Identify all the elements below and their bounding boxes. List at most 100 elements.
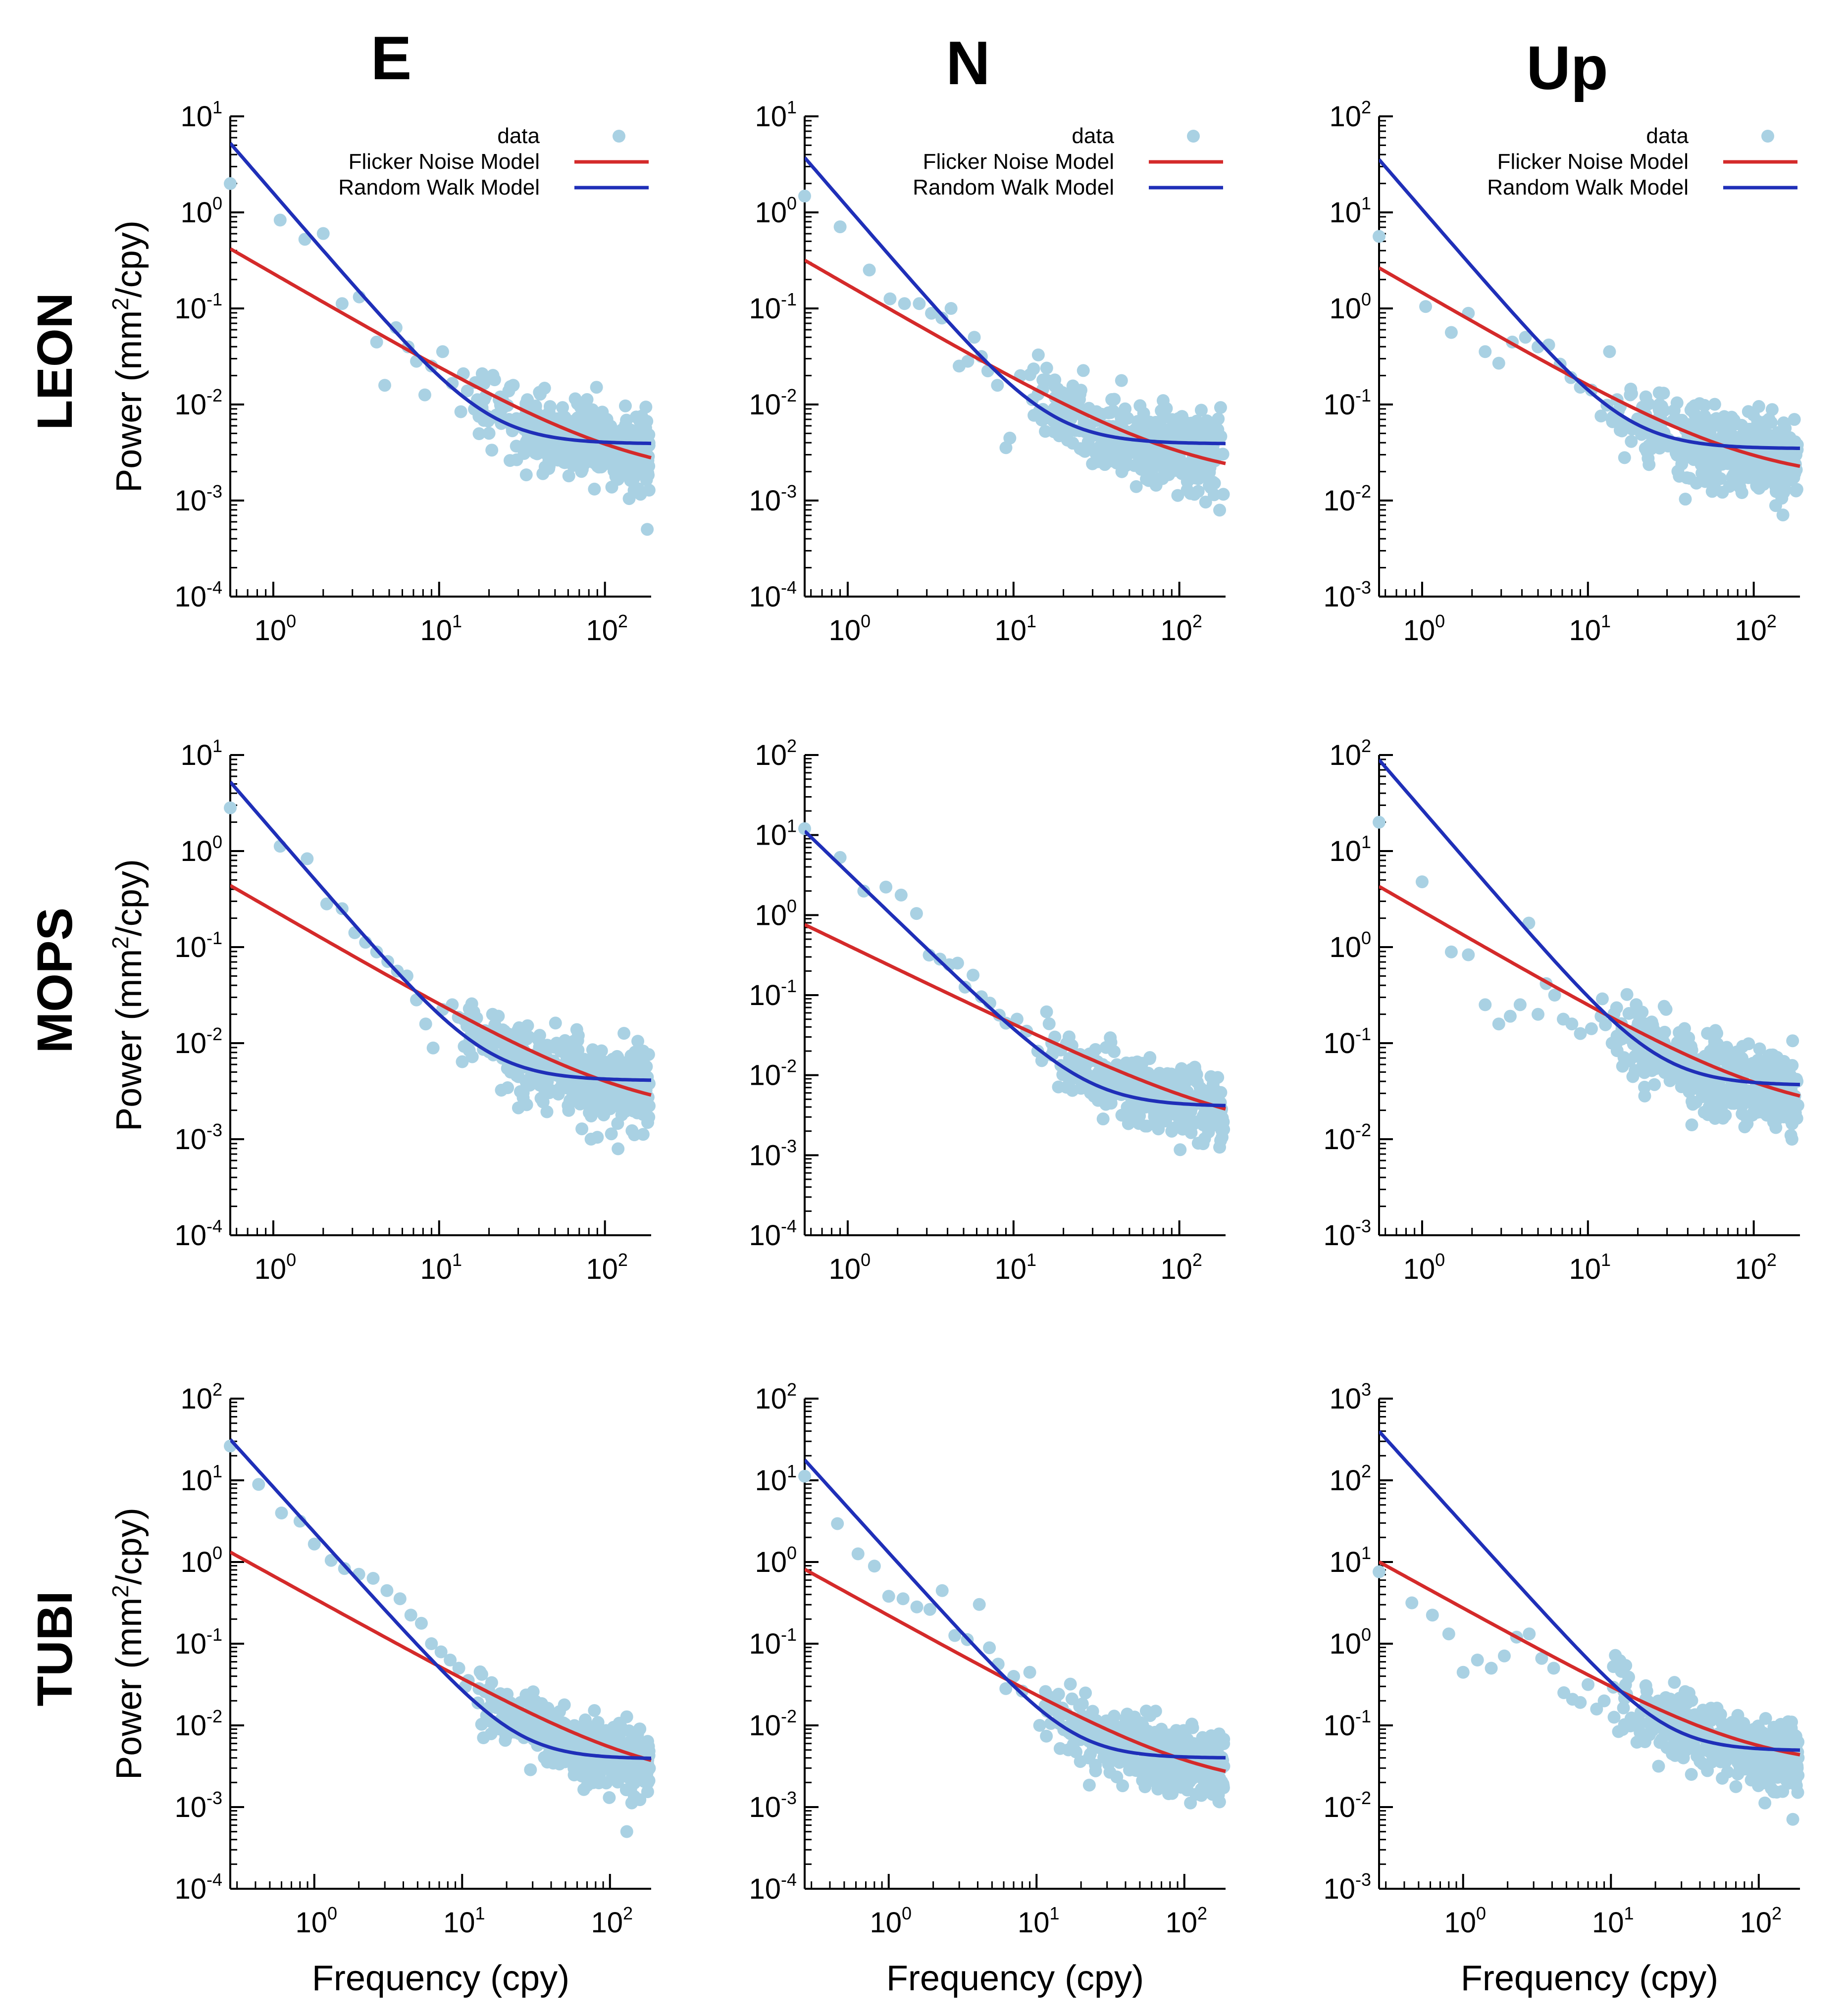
y-tick-label: 102 [755,736,797,771]
flicker-noise-curve [805,258,1226,465]
flicker-noise-curve [1379,885,1800,1098]
y-axis-title: Power (mm2/cpy) [107,220,149,493]
data-point [612,473,625,486]
random-walk-curve [230,781,652,1082]
data-point [1442,1627,1455,1641]
y-tick-label: 10-1 [1323,385,1371,421]
data-point [1492,1017,1505,1031]
data-point [1705,462,1718,475]
y-tick-label: 10-4 [749,1869,797,1905]
data-point [1696,1757,1709,1770]
data-point [1202,1785,1216,1798]
y-tick-label: 100 [1329,289,1371,325]
data-point [612,1142,625,1156]
y-tick-label: 10-2 [749,385,797,421]
data-point [1711,471,1725,485]
data-point [1603,345,1616,358]
legend-label-random-walk: Random Walk Model [338,175,540,200]
data-point [1175,1781,1188,1794]
data-point [1133,399,1147,412]
y-tick-label: 10-4 [174,577,222,613]
data-point [1685,1095,1698,1108]
data-point [973,1598,986,1611]
data-point [1694,458,1708,471]
data-point [1150,1726,1163,1739]
data-point [1035,413,1048,427]
y-tick-label: 10-2 [1323,1788,1371,1823]
data-point [1747,1060,1761,1074]
data-point [1733,1761,1746,1774]
data-point [543,400,557,413]
data-point [1040,1729,1053,1743]
data-point [1685,1118,1698,1132]
y-tick-label: 10-2 [1323,1120,1371,1156]
data-point [630,1056,644,1069]
data-point [1726,1057,1739,1070]
y-axis-title: Power (mm2/cpy) [107,859,149,1131]
y-tick-label: 10-1 [174,928,222,963]
data-point [1753,1042,1766,1056]
data-point [1122,1117,1135,1130]
data-point [968,331,981,344]
data-point [1210,1744,1223,1757]
data-point [1086,1705,1099,1718]
data-point [1031,348,1045,361]
data-point [935,311,949,325]
data-point [571,397,584,410]
data-point [1634,1716,1647,1730]
data-point [999,1682,1013,1695]
data-point [1709,1044,1723,1057]
data-point [1746,408,1760,421]
data-point [1607,1711,1621,1724]
data-point [576,1088,590,1101]
data-point [529,400,542,413]
data-point [1742,1727,1755,1741]
data-point [1110,1770,1124,1784]
data-point [641,1776,655,1789]
data-point [1066,437,1079,450]
data-point [1027,362,1040,376]
data-point [475,367,489,380]
data-point [883,292,897,305]
data-point [275,1507,288,1519]
flicker-noise-curve [230,884,652,1097]
data-point [512,1070,525,1083]
data-point [419,1017,432,1031]
data-point [951,957,964,970]
data-point [642,468,655,482]
data-point [513,1021,526,1034]
data-point [1630,1736,1643,1749]
column-title-e: E [371,24,412,93]
data-point [562,1104,575,1117]
panel-tubi-up: 10-3 10-2 10-1 100 101 102 103 100 101 102 Frequen… [1323,1379,1805,1998]
data-point [588,482,601,496]
data-point [1497,1649,1511,1663]
y-tick-label: 10-1 [174,1624,222,1660]
data-point [1040,1005,1053,1018]
data-point [577,457,591,470]
data-point [599,1056,613,1069]
data-point [465,997,478,1010]
data-point [1622,1007,1636,1020]
x-tick-label: 102 [1735,611,1777,647]
data-series [224,1439,656,1838]
data-point [625,1124,639,1137]
y-tick-label: 10-4 [174,1869,222,1905]
data-point [1053,1742,1067,1755]
data-point [1776,508,1790,522]
data-point [1715,1106,1728,1119]
data-point [540,1105,554,1118]
data-point [1548,989,1561,1002]
y-tick-label: 10-2 [749,1706,797,1742]
x-tick-label: 101 [420,611,462,647]
data-point [1557,1686,1571,1699]
data-point [1786,1813,1799,1826]
data-point [1574,1696,1587,1709]
data-point [868,1560,881,1573]
data-point [1735,1751,1748,1764]
x-tick-label: 101 [1018,1903,1060,1939]
data-point [1742,1037,1755,1051]
data-point [1181,1768,1195,1782]
data-series [798,822,1231,1157]
panel-leon-n: 10-4 10-3 10-2 10-1 100 101 100 101 102 dataFlick… [749,97,1230,647]
